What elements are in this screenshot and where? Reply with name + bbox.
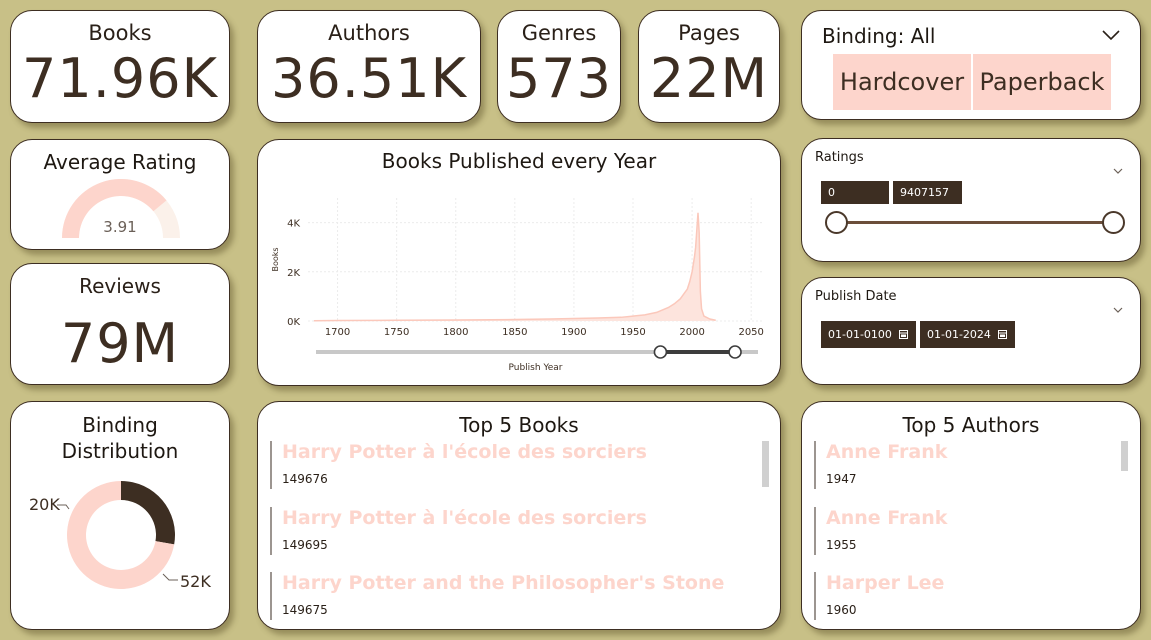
authors-kpi-label: Authors — [328, 21, 410, 45]
top-books-title: Top 5 Books — [459, 413, 579, 437]
top-book-item[interactable]: Harry Potter and the Philosopher's Stone… — [270, 572, 724, 620]
area-fill — [313, 212, 716, 321]
top-author-item[interactable]: Anne Frank 1955 — [814, 507, 947, 555]
calendar-icon[interactable] — [898, 330, 908, 339]
donut-label-hardcover: 20K — [29, 495, 60, 514]
x-tick-label: 2050 — [738, 327, 763, 338]
y-tick-label: 0K — [287, 317, 300, 328]
chevron-down-icon[interactable] — [1112, 167, 1124, 176]
top-author-year: 1960 — [826, 603, 857, 617]
genres-kpi-card: Genres 573 — [497, 10, 621, 123]
binding-slicer-card: Binding: All Hardcover Paperback — [801, 10, 1141, 120]
label-leader-line — [57, 504, 70, 510]
binding-slicer-title: Binding: All — [822, 24, 936, 48]
authors-kpi-value: 36.51K — [270, 47, 467, 110]
top-book-name: Harry Potter à l'école des sorciers — [282, 507, 647, 529]
top-authors-title: Top 5 Authors — [902, 413, 1040, 437]
chevron-down-icon[interactable] — [1101, 28, 1121, 42]
calendar-icon[interactable] — [997, 330, 1007, 339]
publish-date-slicer-title: Publish Date — [815, 289, 897, 304]
ratings-slicer-title: Ratings — [815, 150, 864, 165]
average-rating-title: Average Rating — [43, 150, 197, 174]
pages-kpi-card: Pages 22M — [638, 10, 780, 123]
x-axis-label: Publish Year — [509, 363, 563, 373]
top-author-item[interactable]: Anne Frank 1947 — [814, 441, 947, 489]
pages-kpi-label: Pages — [678, 21, 740, 45]
label-leader-line — [162, 573, 178, 581]
year-range-start-handle[interactable] — [653, 345, 668, 359]
ratings-slider-track — [836, 221, 1114, 224]
top-book-id: 149675 — [282, 603, 328, 617]
binding-distribution-donut: 20K 52K — [29, 481, 211, 591]
ratings-slider-max-handle[interactable] — [1102, 211, 1125, 234]
x-tick-label: 1900 — [561, 327, 586, 338]
top-book-id: 149676 — [282, 472, 328, 486]
x-tick-label: 1950 — [620, 327, 645, 338]
top-authors-scrollbar[interactable] — [1121, 441, 1128, 471]
publish-date-slicer-card: Publish Date 01-01-0100 01-01-2024 — [801, 277, 1141, 385]
chevron-down-icon[interactable] — [1112, 306, 1124, 315]
authors-kpi-card: Authors 36.51K — [257, 10, 481, 123]
books-kpi-value: 71.96K — [21, 47, 218, 110]
books-per-year-chart: 1700 1750 1800 1850 1900 1950 2000 2050 0K 2K 4K Bo… — [271, 198, 764, 373]
top-books-scrollbar[interactable] — [762, 441, 769, 487]
top-book-item[interactable]: Harry Potter à l'école des sorciers 1496… — [270, 507, 647, 555]
donut-label-paperback: 52K — [180, 572, 211, 591]
top-author-name: Harper Lee — [826, 572, 945, 594]
x-tick-label: 2000 — [679, 327, 704, 338]
top-author-name: Anne Frank — [826, 507, 948, 529]
genres-kpi-label: Genres — [521, 21, 597, 45]
top-book-id: 149695 — [282, 538, 328, 552]
reviews-kpi-card: Reviews 79M — [10, 263, 230, 385]
ratings-slider-min-handle[interactable] — [825, 211, 848, 234]
year-range-end-handle[interactable] — [728, 345, 742, 359]
ratings-slicer-card: Ratings 0 9407157 — [801, 138, 1141, 262]
genres-kpi-value: 573 — [505, 47, 613, 110]
top-author-item[interactable]: Harper Lee 1960 — [814, 572, 944, 620]
top-author-year: 1947 — [826, 472, 857, 486]
books-kpi-card: Books 71.96K — [10, 10, 230, 123]
publish-date-end-value: 01-01-2024 — [927, 328, 991, 341]
top-author-name: Anne Frank — [826, 441, 948, 463]
chart-title: Books Published every Year — [381, 149, 657, 173]
publish-date-start-input[interactable]: 01-01-0100 — [821, 321, 916, 348]
average-rating-card: Average Rating 3.91 — [10, 139, 230, 250]
publish-date-start-value: 01-01-0100 — [828, 328, 892, 341]
books-per-year-chart-card: Books Published every Year 1700 1750 1800 1… — [257, 139, 781, 386]
binding-distribution-title-line2: Distribution — [61, 439, 179, 463]
ratings-min-input[interactable]: 0 — [821, 181, 889, 204]
average-rating-gauge — [62, 179, 180, 238]
x-tick-label: 1800 — [443, 327, 468, 338]
x-tick-label: 1700 — [325, 327, 350, 338]
y-axis-label: Books — [271, 247, 280, 271]
top-authors-card: Top 5 Authors Anne Frank 1947 Anne Frank… — [801, 401, 1141, 630]
top-author-year: 1955 — [826, 538, 857, 552]
series-line — [313, 212, 716, 322]
x-tick-label: 1850 — [502, 327, 527, 338]
x-tick-label: 1750 — [384, 327, 409, 338]
reviews-kpi-value: 79M — [60, 312, 180, 375]
books-kpi-label: Books — [88, 21, 152, 45]
average-rating-value: 3.91 — [103, 218, 137, 236]
pages-kpi-value: 22M — [649, 47, 769, 110]
binding-option-paperback[interactable]: Paperback — [973, 54, 1111, 110]
reviews-kpi-label: Reviews — [79, 274, 161, 298]
binding-option-hardcover[interactable]: Hardcover — [833, 54, 971, 110]
y-tick-label: 2K — [287, 268, 300, 279]
top-book-item[interactable]: Harry Potter à l'école des sorciers 1496… — [270, 441, 647, 489]
y-tick-label: 4K — [287, 219, 300, 230]
ratings-max-input[interactable]: 9407157 — [893, 181, 962, 204]
publish-date-end-input[interactable]: 01-01-2024 — [920, 321, 1015, 348]
top-book-name: Harry Potter à l'école des sorciers — [282, 441, 647, 463]
top-book-name: Harry Potter and the Philosopher's Stone — [282, 572, 725, 594]
top-books-card: Top 5 Books Harry Potter à l'école des s… — [257, 401, 781, 630]
binding-distribution-title-line1: Binding — [82, 413, 158, 437]
binding-distribution-card: Binding Distribution 20K 52K — [10, 401, 230, 630]
donut-slice-paperback[interactable] — [67, 481, 175, 589]
donut-slice-hardcover[interactable] — [121, 481, 175, 545]
